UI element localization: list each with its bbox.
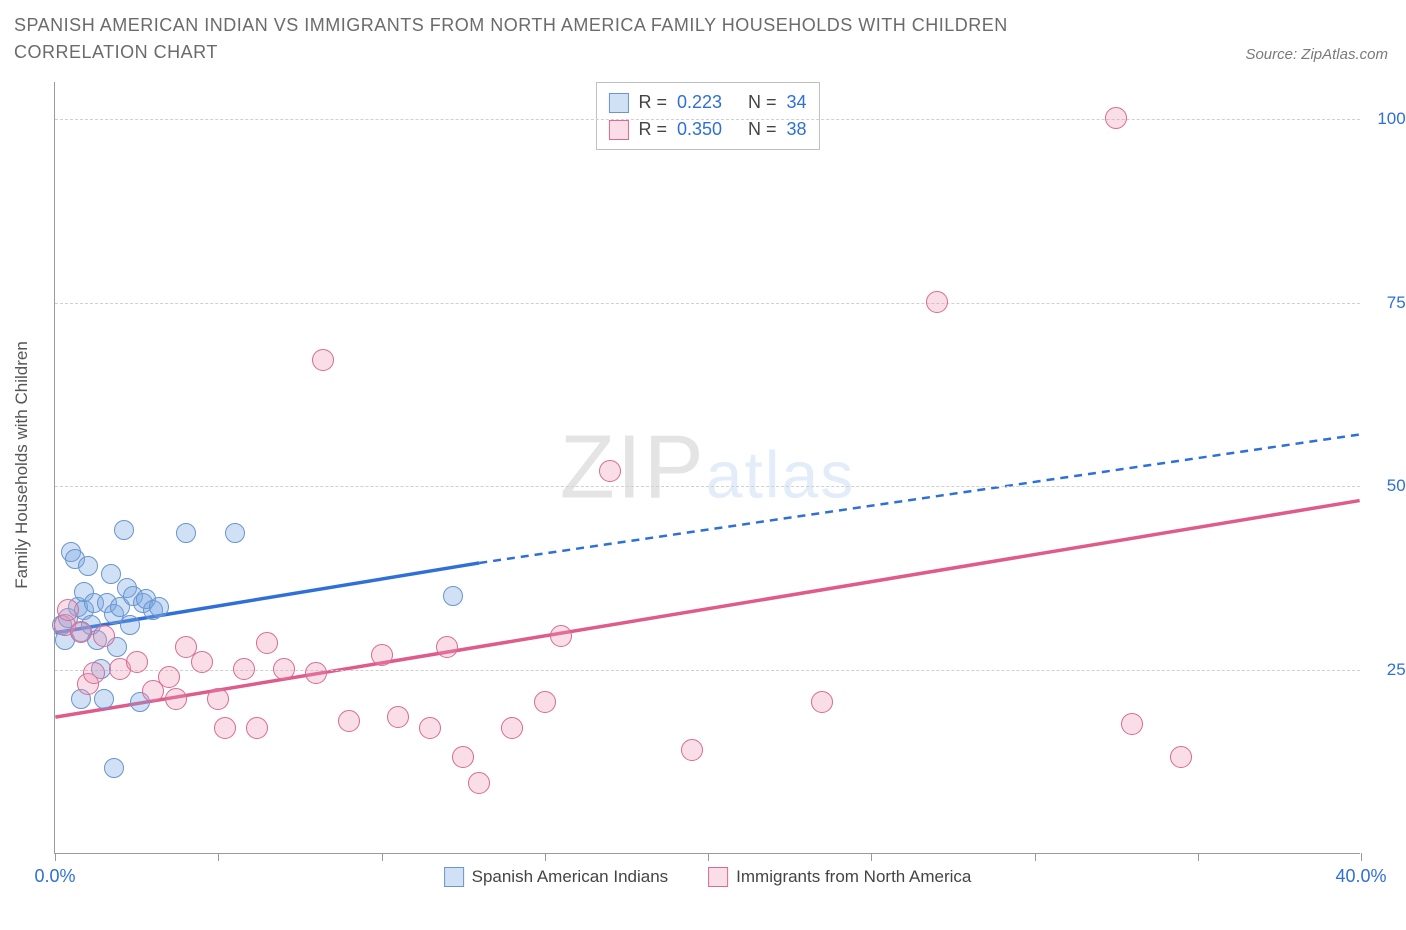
legend-swatch <box>708 867 728 887</box>
gridline-h <box>55 119 1360 120</box>
x-tick <box>55 853 56 861</box>
legend-n-label: N = <box>748 116 777 143</box>
plot-area: ZIPatlas R =0.223N =34R =0.350N =38 Span… <box>54 82 1360 854</box>
legend-swatch <box>608 120 628 140</box>
scatter-point <box>114 520 134 540</box>
scatter-point <box>126 651 148 673</box>
y-tick-label: 25.0% <box>1387 660 1406 680</box>
scatter-point <box>926 291 948 313</box>
scatter-point <box>681 739 703 761</box>
legend-n-label: N = <box>748 89 777 116</box>
scatter-point <box>468 772 490 794</box>
gridline-h <box>55 486 1360 487</box>
y-axis-title: Family Households with Children <box>12 341 32 589</box>
scatter-point <box>191 651 213 673</box>
bottom-legend-label: Immigrants from North America <box>736 867 971 887</box>
scatter-point <box>1170 746 1192 768</box>
legend-swatch <box>444 867 464 887</box>
scatter-point <box>207 688 229 710</box>
gridline-h <box>55 303 1360 304</box>
legend-r-label: R = <box>638 116 667 143</box>
scatter-point <box>78 556 98 576</box>
scatter-point <box>273 658 295 680</box>
watermark-atlas: atlas <box>706 437 855 511</box>
scatter-point <box>120 615 140 635</box>
legend-n-value: 34 <box>787 89 807 116</box>
scatter-point <box>501 717 523 739</box>
legend-n-value: 38 <box>787 116 807 143</box>
x-tick <box>1361 853 1362 861</box>
legend-stats-row: R = 0.350 N = 38 <box>608 116 806 143</box>
trend-line <box>479 434 1359 563</box>
bottom-legend-item: Immigrants from North America <box>708 867 971 887</box>
scatter-point <box>214 717 236 739</box>
scatter-point <box>83 662 105 684</box>
source-label: Source: ZipAtlas.com <box>1245 46 1388 63</box>
scatter-point <box>104 758 124 778</box>
legend-r-value: 0.223 <box>677 89 722 116</box>
scatter-point <box>93 625 115 647</box>
y-tick-label: 50.0% <box>1387 476 1406 496</box>
scatter-point <box>70 621 92 643</box>
watermark-zip: ZIP <box>560 417 706 517</box>
scatter-point <box>101 564 121 584</box>
scatter-point <box>534 691 556 713</box>
legend-swatch <box>608 93 628 113</box>
scatter-point <box>225 523 245 543</box>
scatter-point <box>176 523 196 543</box>
scatter-point <box>338 710 360 732</box>
scatter-point <box>387 706 409 728</box>
scatter-point <box>57 599 79 621</box>
scatter-point <box>550 625 572 647</box>
scatter-point <box>599 460 621 482</box>
bottom-legend: Spanish American Indians Immigrants from … <box>444 867 972 887</box>
scatter-point <box>158 666 180 688</box>
scatter-point <box>312 349 334 371</box>
legend-r-label: R = <box>638 89 667 116</box>
x-tick <box>871 853 872 861</box>
x-tick-label: 0.0% <box>34 866 75 887</box>
x-tick <box>1035 853 1036 861</box>
scatter-point <box>1121 713 1143 735</box>
bottom-legend-label: Spanish American Indians <box>472 867 669 887</box>
legend-r-value: 0.350 <box>677 116 722 143</box>
scatter-point <box>246 717 268 739</box>
bottom-legend-item: Spanish American Indians <box>444 867 669 887</box>
chart-title: SPANISH AMERICAN INDIAN VS IMMIGRANTS FR… <box>14 12 1114 66</box>
scatter-point <box>419 717 441 739</box>
legend-stats-row: R = 0.223 N = 34 <box>608 89 806 116</box>
scatter-point <box>452 746 474 768</box>
legend-stats-box: R = 0.223 N = 34 R = 0.350 N = 38 <box>595 82 819 150</box>
x-tick <box>708 853 709 861</box>
scatter-point <box>443 586 463 606</box>
trend-line <box>55 501 1359 718</box>
x-tick <box>218 853 219 861</box>
scatter-point <box>1105 107 1127 129</box>
x-tick-label: 40.0% <box>1335 866 1386 887</box>
x-tick <box>1198 853 1199 861</box>
scatter-point <box>305 662 327 684</box>
scatter-point <box>165 688 187 710</box>
scatter-point <box>94 689 114 709</box>
y-tick-label: 100.0% <box>1377 109 1406 129</box>
scatter-point <box>811 691 833 713</box>
x-tick <box>382 853 383 861</box>
scatter-point <box>371 644 393 666</box>
y-tick-label: 75.0% <box>1387 293 1406 313</box>
scatter-point <box>436 636 458 658</box>
x-tick <box>545 853 546 861</box>
scatter-point <box>256 632 278 654</box>
scatter-point <box>233 658 255 680</box>
scatter-point <box>149 597 169 617</box>
